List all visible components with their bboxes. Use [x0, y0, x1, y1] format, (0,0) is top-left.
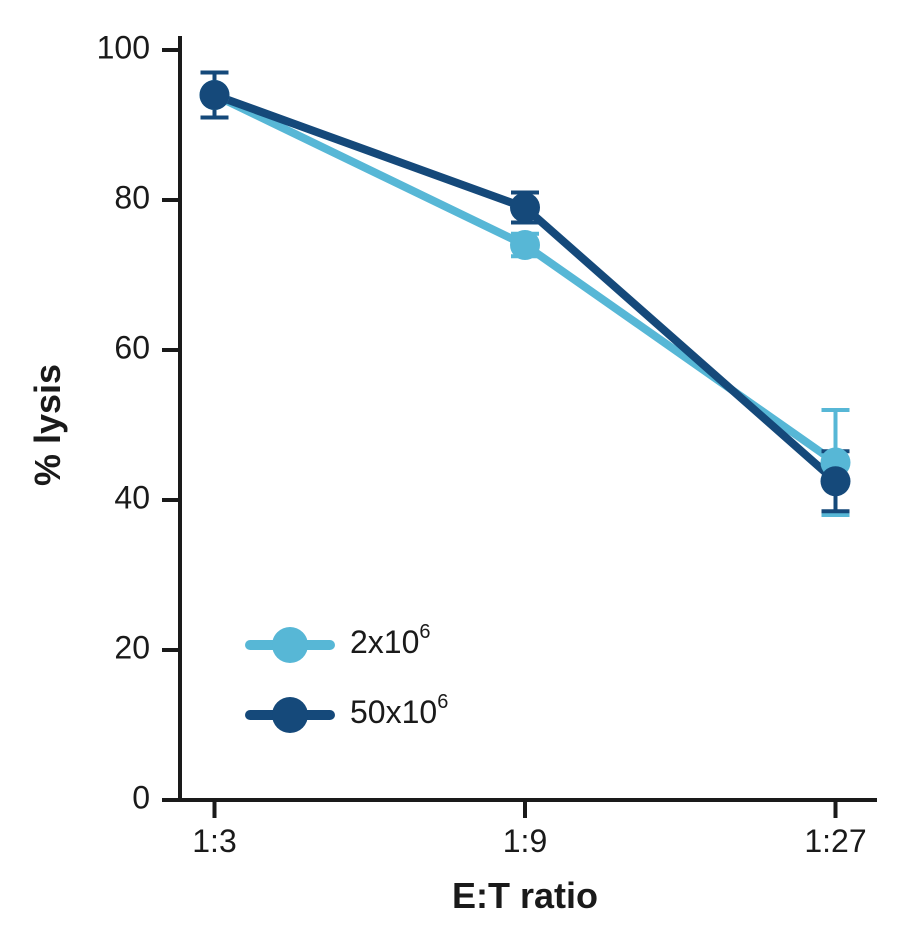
y-axis-title: % lysis	[27, 364, 68, 486]
legend-marker	[272, 627, 308, 663]
series-marker	[821, 466, 851, 496]
series-marker	[510, 193, 540, 223]
x-tick-label: 1:27	[804, 823, 866, 859]
x-tick-label: 1:9	[503, 823, 547, 859]
legend-label: 2x106	[350, 621, 431, 660]
y-tick-label: 80	[114, 179, 150, 215]
series-marker	[200, 80, 230, 110]
series-marker	[510, 230, 540, 260]
x-axis-title: E:T ratio	[452, 875, 598, 916]
y-tick-label: 20	[114, 629, 150, 665]
chart-svg: 0 20 40 60 80 100 1:3 1:9 1:27 % lysis E:T ratio 2x…	[0, 0, 912, 925]
legend-label: 50x106	[350, 691, 448, 730]
lysis-chart: 0 20 40 60 80 100 1:3 1:9 1:27 % lysis E:T ratio 2x…	[0, 0, 912, 925]
y-tick-label: 100	[97, 29, 150, 65]
x-tick-label: 1:3	[192, 823, 236, 859]
legend-marker	[272, 697, 308, 733]
y-tick-label: 60	[114, 329, 150, 365]
y-tick-label: 0	[132, 779, 150, 815]
y-tick-label: 40	[114, 479, 150, 515]
